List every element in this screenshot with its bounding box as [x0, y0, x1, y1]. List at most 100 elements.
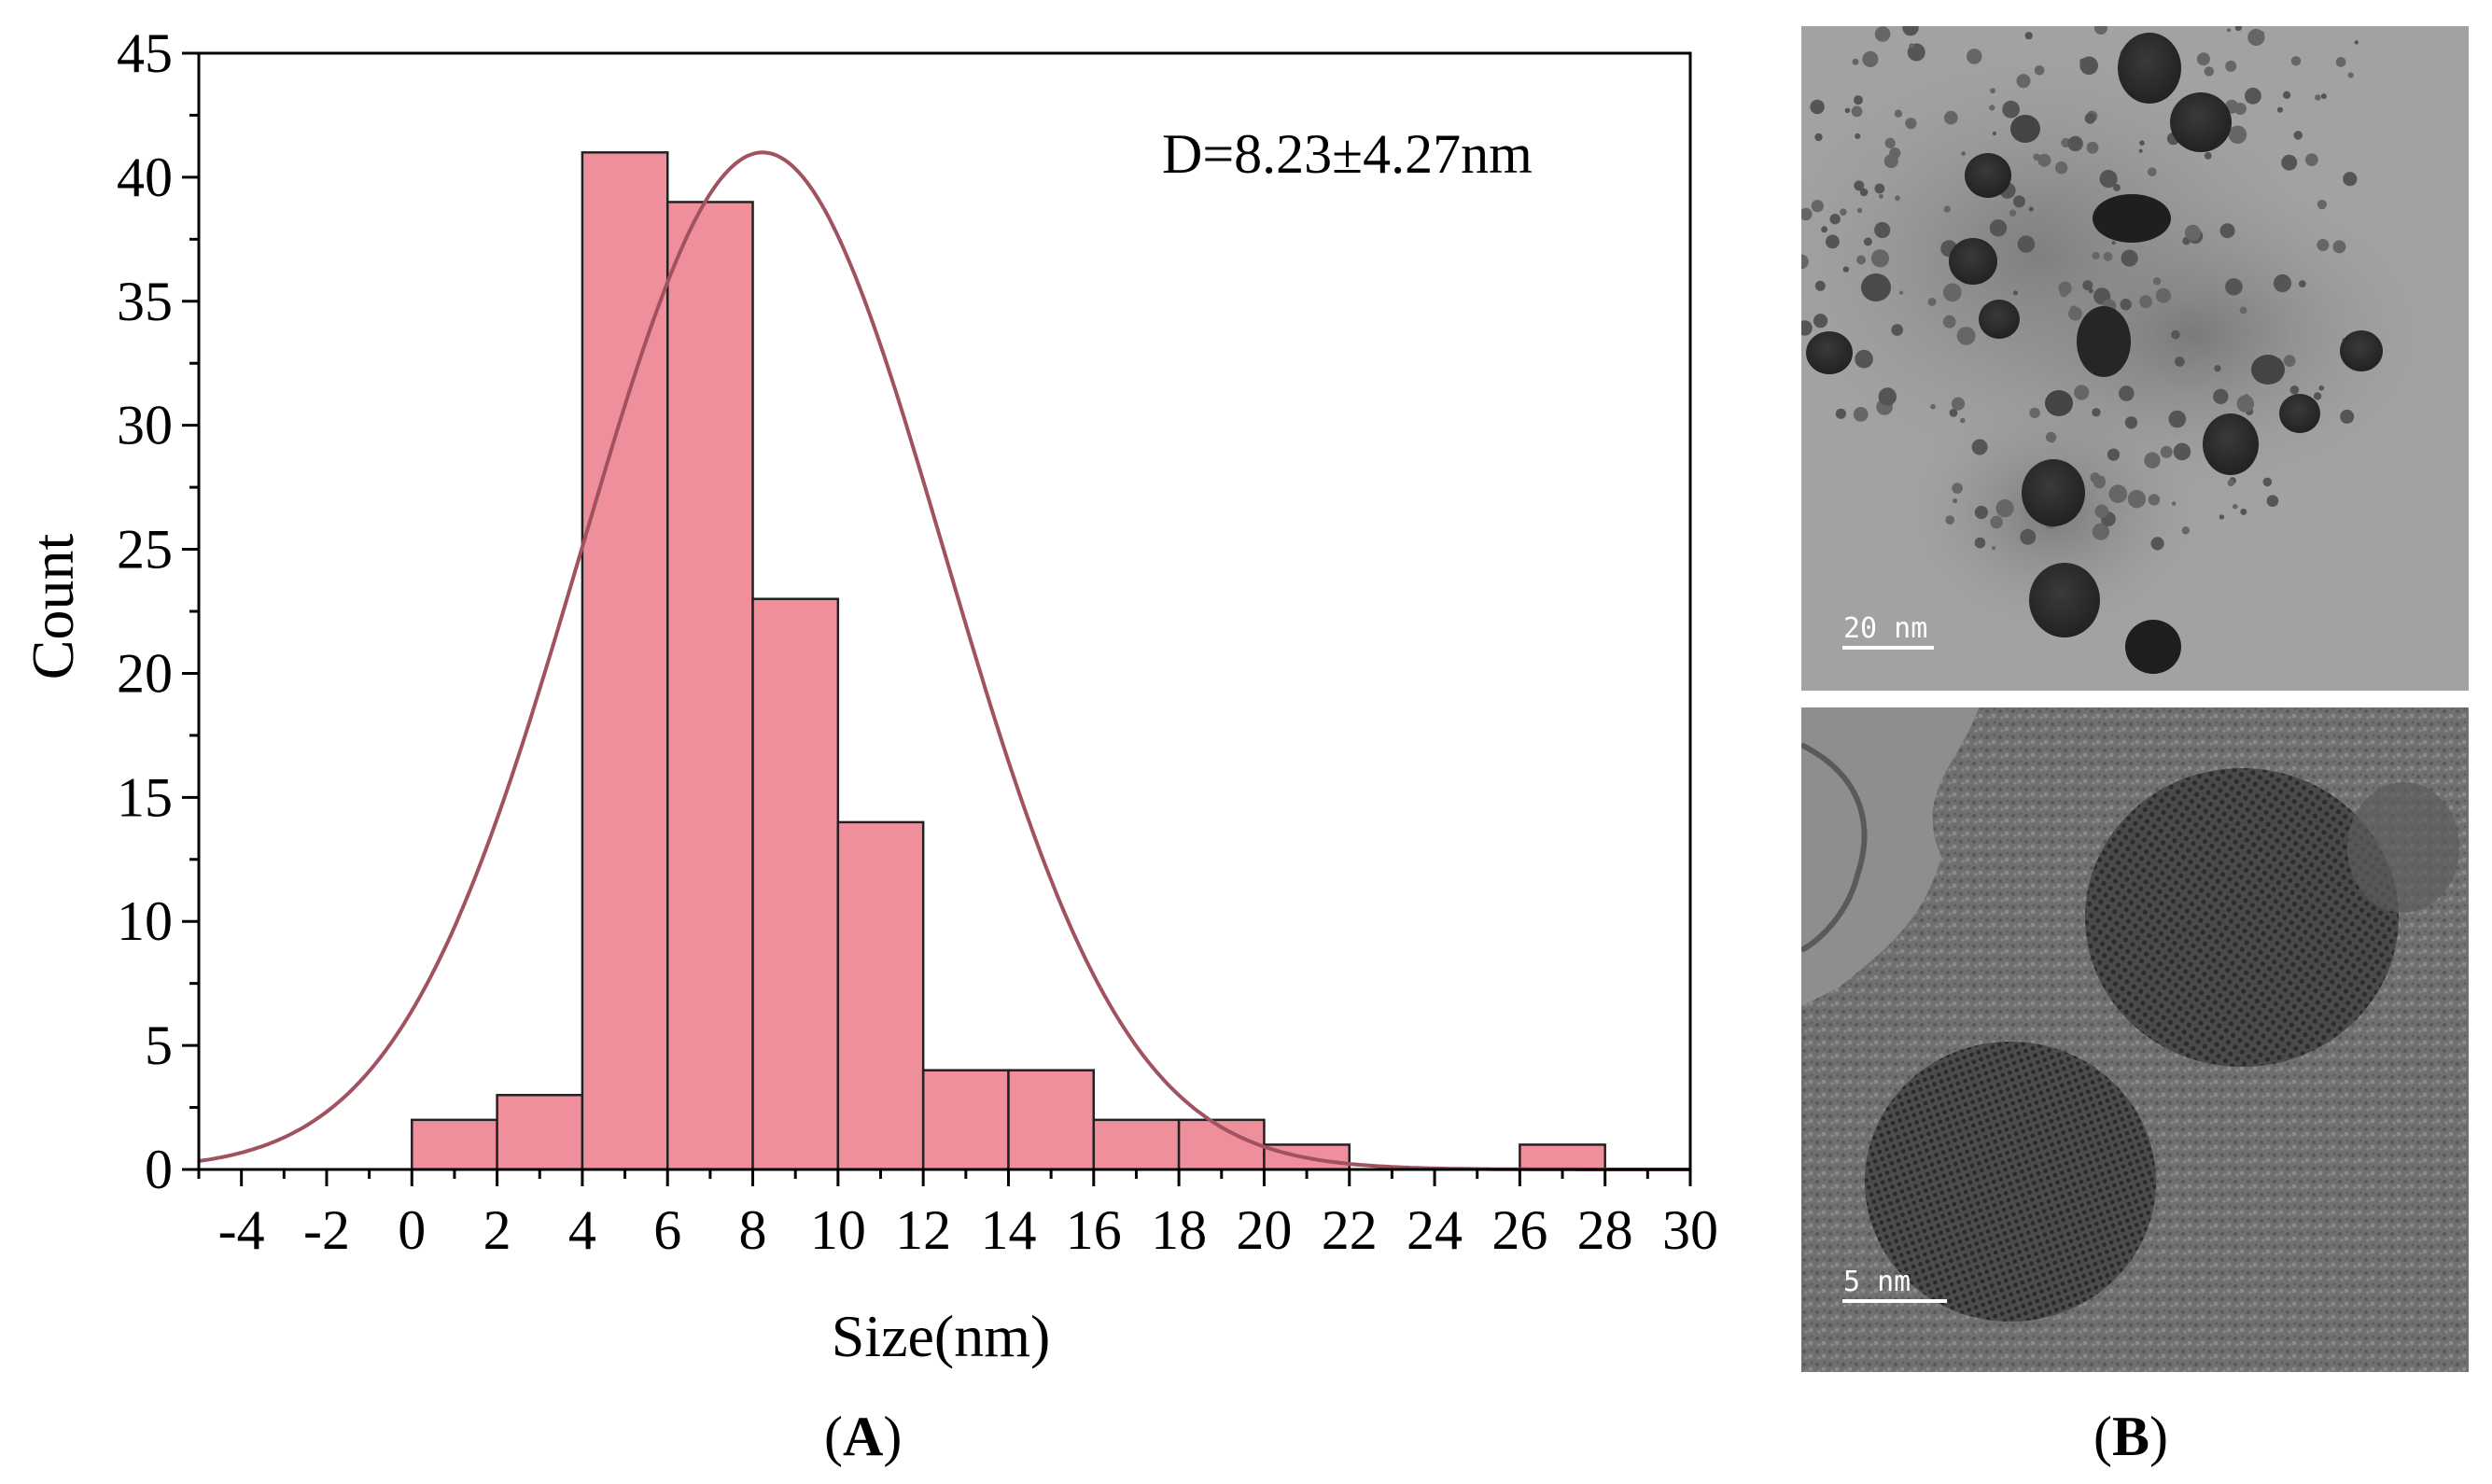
tem-particle-dot — [1863, 237, 1872, 246]
tem-particle-dot — [2029, 407, 2040, 419]
tem-particle-dot — [1961, 151, 1966, 156]
tem-particle-dot — [2119, 385, 2135, 401]
tem-particle-dot — [2343, 172, 2358, 187]
tem-particle-dot — [2228, 125, 2247, 145]
tem-particle-dot — [2138, 148, 2143, 153]
tem-particle-dot — [2315, 94, 2321, 101]
histogram-bar — [411, 1118, 498, 1171]
tem-particle-dot — [2150, 537, 2164, 551]
tem-particle-dot — [1884, 137, 1896, 148]
x-tick-label: 18 — [1151, 1199, 1207, 1261]
x-tick-label: 24 — [1407, 1199, 1463, 1261]
histogram-bar — [581, 151, 669, 1171]
tem-particle-dot — [1895, 195, 1900, 202]
tem-particle-dot — [1829, 214, 1841, 225]
x-tick-label: 22 — [1322, 1199, 1378, 1261]
tem-particle-dot — [2318, 385, 2324, 391]
tem-particle-dot — [1814, 280, 1826, 291]
x-tick-label: 30 — [1662, 1199, 1718, 1261]
tem-particle-dot — [2108, 484, 2128, 503]
tem-particle-dot — [1851, 105, 1863, 118]
tem-particle-dot — [2034, 65, 2045, 76]
tem-particle-dot — [2054, 161, 2068, 175]
tem-particle-dot — [1956, 327, 1976, 345]
tem-particle-dot — [1811, 200, 1824, 213]
tem-particle-dot — [2171, 329, 2180, 340]
tem-particle-dot — [2262, 477, 2273, 487]
tem-particle-dot — [1953, 497, 1958, 504]
tem-particle-dot — [1842, 266, 1850, 273]
histogram-bar — [665, 201, 754, 1171]
tem-particle-dot — [1899, 290, 1904, 295]
tem-particle-dot — [2090, 472, 2101, 483]
tem-particle-dot — [2227, 479, 2234, 487]
tem-particle-dot — [1990, 88, 1995, 94]
tem-particle-dot — [1942, 283, 1962, 302]
x-tick-label: 6 — [653, 1199, 681, 1261]
tem-particle-dot — [2239, 306, 2247, 315]
histogram-bar — [1007, 1069, 1096, 1171]
x-tick-label: 26 — [1491, 1199, 1547, 1261]
x-tick-label: 2 — [483, 1199, 511, 1261]
tem-particle-dot — [2099, 170, 2118, 189]
tem-particle-dot — [2139, 140, 2145, 146]
tem-particle-dot — [2148, 167, 2157, 176]
histogram-bar — [921, 1069, 1010, 1171]
tem-particle-dot — [1989, 105, 1995, 111]
histogram-bar — [751, 597, 840, 1171]
tem-particle-dot — [2168, 410, 2187, 428]
tem-particle-dot — [2317, 200, 2327, 210]
tem-particle-dot — [1989, 219, 2008, 237]
tem-particle-dot — [2002, 100, 2020, 119]
tem-particle-dot — [1874, 183, 1885, 194]
tem-particle-dot — [1960, 417, 1966, 424]
tem-particle-dot — [1974, 505, 1988, 520]
tem-particle-dot — [2121, 249, 2138, 267]
x-tick-label: 0 — [398, 1199, 426, 1261]
tem-particle-dot — [1844, 107, 1851, 114]
tem-particle-dot — [2009, 209, 2017, 217]
tem-particle-dot — [2240, 508, 2247, 515]
tem-particle-dot — [2233, 503, 2238, 510]
tem-particle-dot — [2067, 135, 2083, 152]
tem-particle-dot — [2204, 66, 2214, 77]
tem-top-scale-bar — [1842, 646, 1934, 650]
tem-particle-dot — [2107, 448, 2121, 461]
tem-particle-dot — [2124, 416, 2138, 429]
histogram-bar — [496, 1094, 584, 1171]
tem-particle-dot — [2037, 153, 2051, 167]
tem-particle-dot — [2281, 154, 2298, 171]
panel-label-b: (B) — [2093, 1406, 2168, 1467]
tem-bottom-scale-label: 5 nm — [1843, 1266, 1911, 1298]
tem-particle-dot — [1835, 408, 1846, 419]
tem-particle-dot — [1995, 499, 2014, 518]
tem-particle-dot — [2225, 278, 2243, 296]
tem-particle-dot — [2219, 223, 2235, 239]
tem-particle-dot — [2320, 93, 2327, 100]
tem-particle-dot — [1967, 49, 1982, 64]
x-tick-label: 16 — [1066, 1199, 1122, 1261]
y-tick-label: 30 — [117, 395, 173, 456]
tem-particle-dot — [2171, 501, 2177, 506]
tem-particle-dot — [2012, 290, 2019, 296]
tem-particle-dot — [2160, 445, 2173, 458]
tem-particle-dot — [1801, 320, 1813, 336]
tem-particle-dot — [1862, 50, 1879, 67]
tem-particle-dot — [1878, 193, 1883, 199]
tem-particle-dot — [1810, 99, 1825, 115]
tem-particle-dot — [2335, 57, 2346, 67]
tem-particle-dot — [2227, 28, 2232, 33]
tem-particle-dot — [2092, 523, 2109, 540]
tem-particle-dot — [1930, 403, 1936, 410]
tem-particle-dot — [1853, 407, 1869, 422]
tem-particle-dot — [2099, 475, 2106, 482]
tem-particle-dot — [2069, 305, 2078, 314]
tem-particle-dot — [1856, 255, 1867, 265]
tem-particle-dot — [1945, 515, 1955, 525]
tem-particle-dot — [2225, 60, 2237, 72]
tem-particle-dot — [2313, 392, 2322, 400]
x-axis-title: Size(nm) — [832, 1303, 1051, 1369]
tem-particle-dot — [1974, 537, 1986, 549]
tem-particle-dot — [2289, 385, 2300, 395]
tem-particle-dot — [2196, 52, 2210, 66]
